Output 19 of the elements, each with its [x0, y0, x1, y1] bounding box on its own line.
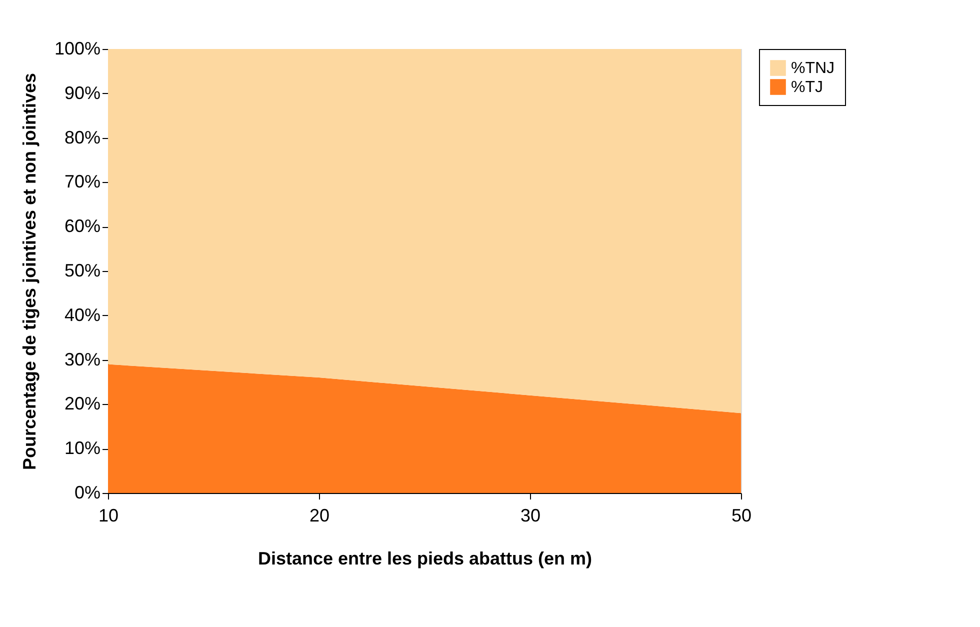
x-axis-title: Distance entre les pieds abattus (en m) — [258, 548, 592, 568]
y-tick-label: 10% — [64, 438, 100, 458]
x-tick-label: 20 — [309, 506, 330, 526]
y-tick-label: 90% — [64, 82, 100, 103]
y-tick-label: 30% — [64, 349, 100, 370]
y-tick-label: 100% — [54, 38, 100, 58]
legend-label: %TNJ — [791, 60, 835, 77]
y-tick-label: 70% — [64, 172, 100, 192]
y-tick-label: 50% — [64, 260, 100, 280]
x-tick-label: 10 — [98, 506, 119, 526]
y-tick-label: 20% — [64, 394, 100, 414]
x-tick-label: 30 — [520, 506, 541, 526]
y-tick-label: 0% — [74, 482, 100, 502]
legend-label: %TJ — [791, 79, 823, 96]
x-tick-label: 50 — [731, 506, 752, 526]
y-tick-label: 60% — [64, 216, 100, 236]
y-tick-label: 80% — [64, 127, 100, 148]
y-axis-title: Pourcentage de tiges jointives et non jointives — [19, 72, 40, 470]
y-tick-label: 40% — [64, 304, 100, 325]
